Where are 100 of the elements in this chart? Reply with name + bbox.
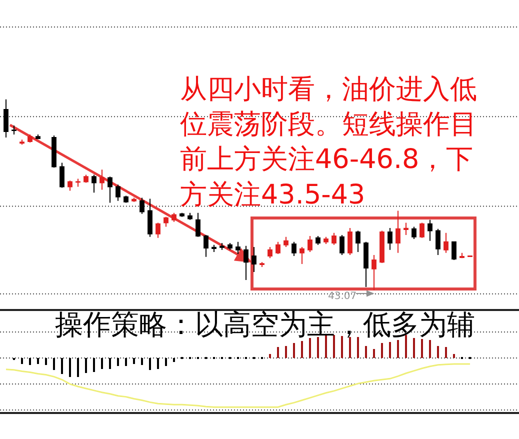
bar — [325, 335, 327, 358]
candlestick — [212, 244, 216, 252]
bar — [405, 335, 407, 358]
candlestick — [300, 246, 304, 264]
candlestick — [228, 242, 232, 250]
bar — [421, 339, 423, 358]
bar — [413, 338, 415, 358]
candlestick — [348, 227, 352, 256]
candlestick — [396, 210, 400, 254]
candlestick — [132, 197, 136, 202]
candlestick — [444, 232, 448, 254]
bar — [141, 358, 143, 365]
candlestick — [308, 235, 312, 252]
bar — [133, 358, 135, 364]
bar — [277, 347, 279, 358]
bar — [333, 335, 335, 358]
bar — [45, 358, 47, 365]
bar — [317, 337, 319, 358]
bar — [397, 340, 399, 358]
candlestick — [324, 236, 328, 244]
bar — [341, 336, 343, 358]
bar — [125, 358, 127, 366]
candlestick — [364, 241, 368, 288]
candlestick — [460, 252, 464, 259]
candlestick — [84, 174, 88, 184]
candlestick — [148, 198, 152, 238]
bar — [389, 342, 391, 358]
candlestick — [340, 234, 344, 256]
candlestick — [332, 232, 336, 246]
candlestick — [388, 227, 392, 250]
candlestick — [412, 226, 416, 240]
bar — [453, 354, 455, 358]
candlestick — [52, 134, 56, 168]
candlestick — [276, 241, 280, 255]
bar — [37, 358, 39, 364]
bar — [309, 338, 311, 358]
candlestick — [100, 169, 104, 190]
bar — [301, 341, 303, 358]
candlestick — [164, 216, 168, 228]
bar — [293, 343, 295, 358]
bar — [149, 358, 151, 370]
candlestick — [260, 262, 264, 268]
bar — [365, 346, 367, 358]
bar — [53, 358, 55, 370]
bar — [117, 358, 119, 366]
candlestick — [116, 184, 120, 202]
candlestick — [284, 236, 288, 248]
candlestick — [204, 234, 208, 258]
bar — [21, 358, 23, 364]
candlestick — [436, 228, 440, 256]
candlestick — [60, 162, 64, 188]
candlestick — [20, 139, 24, 146]
candlestick — [452, 241, 456, 260]
bar — [109, 358, 111, 369]
candlestick — [68, 180, 72, 192]
candlestick — [428, 219, 432, 242]
candlestick — [76, 178, 80, 188]
candlestick — [156, 222, 160, 238]
candlestick — [28, 134, 32, 144]
candlestick — [196, 212, 200, 238]
candlestick — [316, 235, 320, 246]
candlestick — [36, 134, 40, 140]
candlestick — [108, 176, 112, 204]
candlestick — [292, 241, 296, 256]
candlestick — [188, 212, 192, 220]
bar — [77, 358, 79, 377]
bar — [157, 358, 159, 369]
bar — [381, 343, 383, 358]
bar — [173, 358, 175, 362]
candlestick — [380, 230, 384, 264]
bar — [373, 349, 375, 358]
bar — [165, 358, 167, 366]
candlestick — [356, 230, 360, 252]
bar — [93, 358, 95, 372]
candlestick — [92, 174, 96, 194]
bar — [437, 346, 439, 358]
bar — [61, 358, 63, 374]
candlestick — [252, 246, 256, 272]
candlestick — [124, 195, 128, 204]
candlestick — [420, 222, 424, 238]
annotation: 操作策略：以高空为主，低多为辅 — [55, 308, 475, 341]
candlestick — [372, 254, 376, 291]
bar — [349, 337, 351, 358]
bar — [285, 346, 287, 358]
bar — [269, 354, 271, 358]
candlestick — [220, 242, 224, 250]
candlestick — [172, 212, 176, 222]
bar — [101, 358, 103, 369]
candlestick — [180, 212, 184, 218]
bar — [29, 358, 31, 365]
bar — [357, 337, 359, 358]
candlestick — [12, 125, 16, 136]
candlestick — [244, 245, 248, 280]
candlestick — [404, 222, 408, 236]
candlestick — [140, 197, 144, 214]
candlestick — [4, 98, 8, 138]
candlestick — [236, 241, 240, 255]
annotation: 从四小时看，油价进入低位震荡阶段。短线操作目前上方关注46-46.8，下方关注43.5-43 — [180, 74, 477, 210]
bar — [85, 358, 87, 373]
candlestick — [268, 246, 272, 259]
